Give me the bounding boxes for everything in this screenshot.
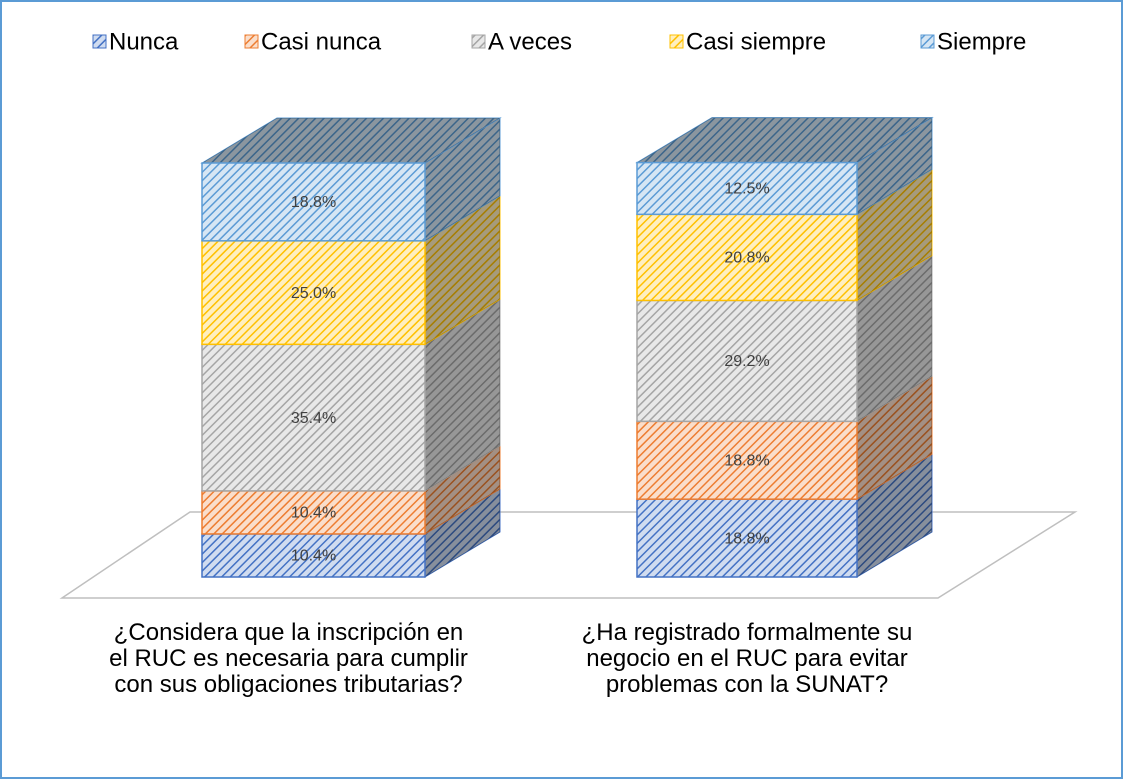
data-label: 18.8% (724, 530, 769, 547)
data-label: 25.0% (291, 285, 336, 302)
bar-top-shade (202, 118, 500, 163)
legend-label: A veces (488, 28, 572, 55)
bar-segment (636, 161, 858, 216)
data-label: 20.8% (724, 250, 769, 267)
bar-side-shade (857, 376, 932, 500)
legend-swatch (669, 34, 684, 49)
bar-side-shade (425, 445, 500, 534)
x-tick-label: ¿Ha registrado formalmente su negocio en… (581, 619, 913, 698)
bar-segment (201, 533, 426, 578)
legend-swatch (244, 34, 259, 49)
bar-side-shade (425, 299, 500, 491)
bar-segment (201, 490, 426, 535)
data-label: 18.8% (724, 452, 769, 469)
bar-side-shade (857, 117, 932, 215)
bar-segment (201, 162, 426, 242)
bar-side-shade (425, 118, 500, 241)
data-label: 10.4% (291, 505, 336, 522)
bar-segment (201, 343, 426, 492)
bar-side-shade (425, 195, 500, 345)
data-label: 35.4% (291, 410, 336, 427)
bar-segment (201, 240, 426, 346)
legend-label: Nunca (109, 28, 179, 55)
data-label: 29.2% (724, 353, 769, 370)
bar-segment (636, 498, 858, 578)
data-label: 18.8% (291, 194, 336, 211)
x-tick-label: ¿Considera que la inscripción en el RUC … (109, 619, 468, 698)
legend-swatch (920, 34, 935, 49)
bar-segment (636, 299, 858, 423)
legend-label: Siempre (937, 28, 1026, 55)
bar-side-shade (857, 169, 932, 301)
floor (59, 511, 1078, 599)
data-label: 10.4% (291, 548, 336, 565)
legend-label: Casi siempre (686, 28, 826, 55)
legend-swatch (92, 34, 107, 49)
bar-side-shade (857, 454, 932, 577)
bar-top-shade (637, 117, 932, 163)
legend-label: Casi nunca (261, 28, 382, 55)
bar-side-shade (425, 488, 500, 577)
data-label: 12.5% (724, 181, 769, 198)
bar-side-shade (857, 255, 932, 422)
bar-segment (636, 420, 858, 500)
legend-swatch (471, 34, 486, 49)
